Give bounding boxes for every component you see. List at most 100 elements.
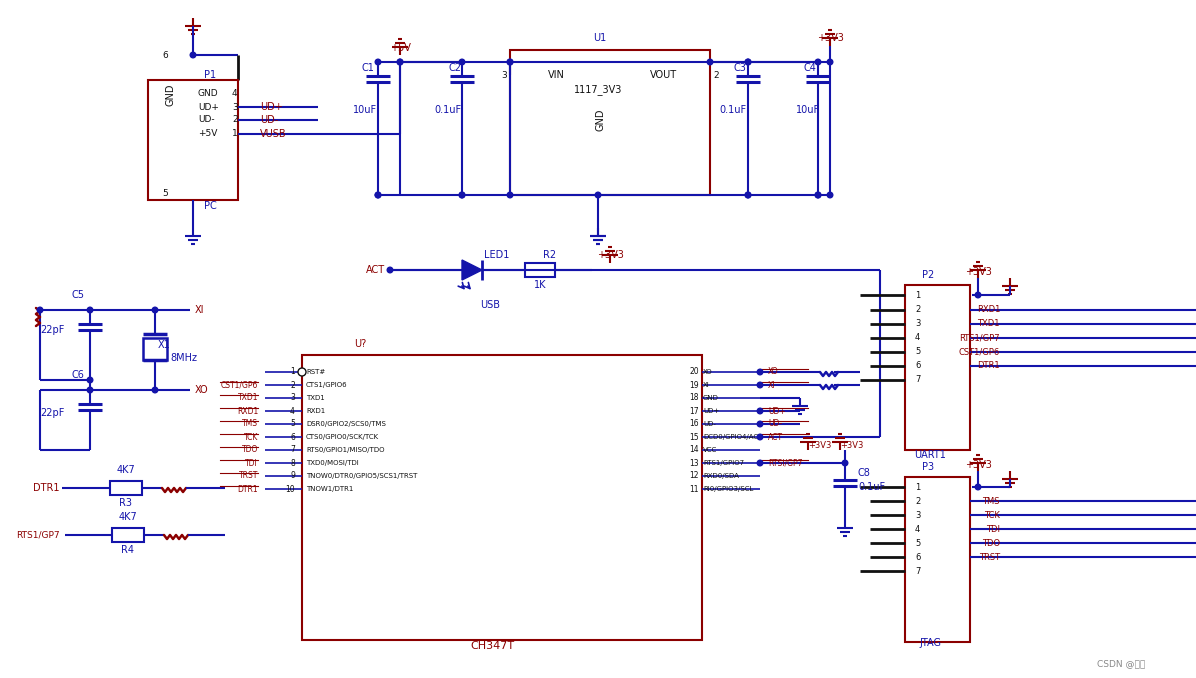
Circle shape	[459, 192, 465, 198]
Text: 7: 7	[915, 376, 921, 384]
Text: 1: 1	[291, 367, 295, 376]
Circle shape	[842, 460, 848, 466]
Text: RST#: RST#	[306, 369, 325, 375]
Bar	[905, 477, 970, 642]
Bar	[110, 481, 142, 495]
Text: TMS: TMS	[242, 420, 258, 428]
Text: +5V: +5V	[199, 129, 218, 138]
Text: VIN: VIN	[548, 70, 565, 80]
Text: UD+: UD+	[768, 407, 786, 416]
Text: C6: C6	[72, 370, 85, 380]
Text: R3: R3	[120, 498, 133, 508]
Text: TRST: TRST	[239, 471, 258, 481]
Text: 1K: 1K	[533, 280, 547, 290]
Text: C3: C3	[733, 63, 746, 73]
Text: GND: GND	[165, 84, 175, 106]
Text: JTAG: JTAG	[919, 638, 941, 648]
Circle shape	[745, 59, 751, 65]
Circle shape	[745, 192, 751, 198]
Text: 8: 8	[291, 458, 295, 468]
Circle shape	[376, 59, 380, 65]
Text: TMS: TMS	[982, 496, 1000, 506]
Text: TXD0/MOSI/TDI: TXD0/MOSI/TDI	[306, 460, 359, 466]
Circle shape	[397, 59, 403, 65]
Text: 4: 4	[232, 89, 238, 98]
Text: P2: P2	[922, 270, 934, 280]
Text: 2: 2	[232, 115, 238, 125]
Text: USB: USB	[480, 300, 500, 310]
Text: GND: GND	[594, 108, 605, 132]
Bar	[112, 528, 144, 542]
Text: VOUT: VOUT	[649, 70, 677, 80]
Text: TRST: TRST	[978, 553, 1000, 561]
Text: 6: 6	[163, 52, 167, 60]
Text: P1: P1	[205, 70, 216, 80]
Text: TCK: TCK	[984, 511, 1000, 519]
Circle shape	[376, 192, 380, 198]
Text: RTS1/GPIO7: RTS1/GPIO7	[703, 460, 744, 466]
Text: CSDN @易板: CSDN @易板	[1097, 660, 1145, 669]
Text: CTS1/GPIO6: CTS1/GPIO6	[306, 382, 348, 388]
Text: RXD1: RXD1	[977, 306, 1000, 315]
Text: X1: X1	[158, 340, 171, 350]
Text: TDI: TDI	[986, 525, 1000, 534]
Text: UD-: UD-	[703, 421, 716, 427]
Circle shape	[757, 370, 763, 375]
Text: 19: 19	[689, 380, 698, 389]
Text: DCD0/GPIO4/ACT: DCD0/GPIO4/ACT	[703, 434, 762, 440]
Circle shape	[828, 59, 832, 65]
Text: UD-: UD-	[768, 420, 782, 428]
Circle shape	[975, 292, 981, 298]
Text: TXD1: TXD1	[977, 319, 1000, 329]
Circle shape	[816, 192, 820, 198]
Text: 18: 18	[690, 393, 698, 403]
Text: XO: XO	[768, 367, 779, 376]
Text: 1: 1	[915, 290, 920, 300]
Text: RTSI/GP7: RTSI/GP7	[768, 458, 803, 468]
Circle shape	[745, 59, 751, 65]
Text: 0.1uF: 0.1uF	[720, 105, 746, 115]
Text: 2: 2	[915, 496, 920, 506]
Circle shape	[757, 421, 763, 426]
Circle shape	[397, 59, 403, 65]
Text: UD-: UD-	[260, 115, 279, 125]
Text: 5: 5	[163, 189, 167, 199]
Text: XI: XI	[703, 382, 709, 388]
Text: 6: 6	[915, 553, 921, 561]
Text: +3V3: +3V3	[597, 250, 623, 260]
Text: TDI: TDI	[245, 458, 258, 468]
Text: C8: C8	[858, 468, 871, 478]
Text: C4: C4	[804, 63, 817, 73]
Text: 17: 17	[689, 407, 698, 416]
Text: 2: 2	[915, 306, 920, 315]
Circle shape	[975, 484, 981, 490]
Text: XI: XI	[195, 305, 205, 315]
Text: 12: 12	[690, 471, 698, 481]
Text: 9: 9	[291, 471, 295, 481]
Text: +3V3: +3V3	[808, 441, 831, 450]
Circle shape	[152, 307, 158, 313]
Polygon shape	[462, 260, 482, 280]
Text: 2: 2	[291, 380, 295, 389]
Text: 10uF: 10uF	[353, 105, 377, 115]
Text: 4: 4	[915, 525, 920, 534]
Text: CST1/GP6: CST1/GP6	[959, 348, 1000, 357]
Text: CST1/GP6: CST1/GP6	[220, 380, 258, 389]
Bar	[509, 50, 710, 195]
Circle shape	[37, 307, 43, 313]
Text: RTS1/GP7: RTS1/GP7	[17, 530, 60, 540]
Circle shape	[507, 59, 513, 65]
Text: 10: 10	[286, 485, 295, 494]
Circle shape	[745, 192, 751, 198]
Text: 3: 3	[291, 393, 295, 403]
Text: UD-: UD-	[199, 115, 214, 125]
Circle shape	[828, 192, 832, 198]
Text: TDO: TDO	[982, 538, 1000, 548]
Text: ACT: ACT	[768, 433, 783, 441]
Text: RI0/GPIO3/SCL: RI0/GPIO3/SCL	[703, 486, 753, 492]
Circle shape	[816, 192, 820, 198]
Text: U1: U1	[593, 33, 606, 43]
Text: XO: XO	[703, 369, 713, 375]
Text: VCC: VCC	[703, 447, 718, 453]
Text: CH347T: CH347T	[470, 641, 514, 651]
